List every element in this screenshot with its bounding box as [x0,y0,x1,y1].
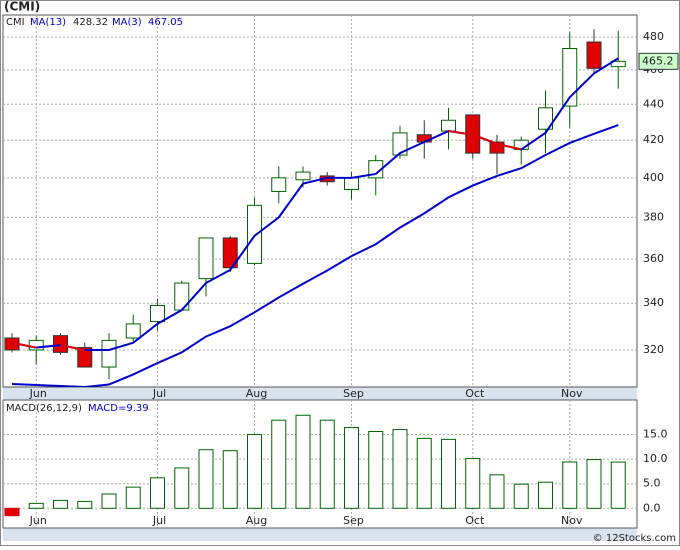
macd-bar [150,477,165,509]
x-tick-label: Jul [152,514,166,527]
macd-bar [344,427,359,509]
ma-down-segment [11,341,37,349]
candle-body [538,107,553,130]
candle-body [77,347,93,368]
macd-bar [101,493,117,509]
legend-ma13-value: 428.32 [73,17,108,28]
x-tick-label: Jun [29,514,47,527]
macd-bar [53,499,68,509]
candle-body [150,304,165,323]
x-tick-label: Aug [246,387,267,400]
macd-bar [392,429,408,509]
macd-bar [295,414,311,509]
plot [4,29,626,387]
x-tick-label: Jun [29,387,47,400]
legend-symbol: CMI [6,17,25,28]
x-tick-label: Nov [561,387,583,400]
y-tick-label: 380 [643,210,664,223]
macd-panel [2,399,638,529]
macd-bar [4,507,20,517]
macd-legend: MACD=9.39 [88,403,149,414]
x-tick-label: Nov [561,514,583,527]
legend-ma13: MA(13) [30,17,66,28]
macd-bar [222,450,238,509]
candle-body [295,171,311,181]
legend-ma3-value: 467.05 [148,17,183,28]
macd-bar [271,419,287,509]
chart-title: (CMI) [4,0,40,14]
x-tick-label: Aug [246,514,267,527]
x-tick-label: Sep [343,514,364,527]
y-tick-label: 420 [643,133,664,146]
y-tick-label: 480 [643,30,664,43]
macd-bar [562,461,578,509]
candle-body [222,237,238,269]
y-tick-label: 320 [643,343,664,356]
candle-body [610,60,626,68]
macd-bar [125,486,141,509]
macd-bar [77,500,93,509]
macd-bar [489,474,505,509]
macd-bar [28,502,44,509]
price-panel [2,14,638,388]
candle-body [101,339,117,368]
macd-bar [198,449,214,509]
candle-body [271,177,287,192]
y-tick-label: 400 [643,171,664,184]
candle-body [489,141,505,154]
y-tick-label: 440 [643,97,664,110]
macd-bar [465,458,481,509]
macd-bar [247,433,262,509]
candle-body [562,48,578,107]
candle-body [344,177,359,190]
macd-bar [174,467,190,509]
y-tick-label: 15.0 [643,427,668,440]
macd-bar [368,431,384,509]
macd-bar [610,461,626,509]
candle-body [198,237,214,280]
macd-bar [319,419,335,509]
date-strip [3,528,637,541]
y-tick-label: 10.0 [643,452,668,465]
ma-down-segment [472,133,498,145]
watermark: © 12Stocks.com [593,533,676,544]
candle-body [247,204,262,264]
macd-bar [513,483,529,509]
candle-body [125,323,141,339]
macd-bar [586,459,602,509]
y-tick-label: 0.0 [643,501,661,514]
macd-bar [416,437,432,509]
candle-body [441,119,456,132]
x-tick-label: Oct [465,514,485,527]
x-tick-label: Sep [343,387,364,400]
macd-title: MACD(26,12,9) [6,403,82,414]
ma-down-segment [448,130,473,136]
date-strip [3,387,637,400]
last-price-box [638,52,679,70]
candle-body [416,134,432,143]
macd-bar [441,438,456,509]
ma-line [11,124,619,387]
y-tick-label: 340 [643,296,664,309]
y-tick-label: 360 [643,252,664,265]
candle-body [392,132,408,156]
candle-body [586,41,602,69]
ma-down-segment [60,344,85,351]
last-price: 465.2 [642,54,674,67]
x-tick-label: Oct [465,387,485,400]
macd-bar [538,481,553,509]
legend-ma3: MA(3) [112,17,142,28]
y-tick-label: 5.0 [643,477,661,490]
ma-down-segment [496,142,522,151]
candle-body [53,335,68,353]
x-tick-label: Jul [152,387,166,400]
